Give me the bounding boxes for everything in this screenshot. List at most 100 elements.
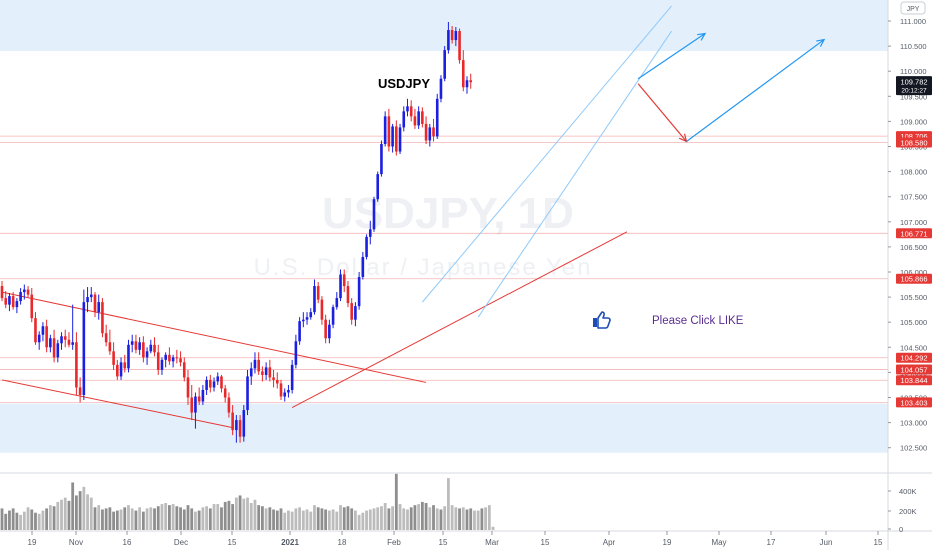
annotations-layer: USDJPY Please Click LIKE [378, 76, 744, 329]
volume-bar [115, 510, 119, 530]
volume-bar [78, 491, 82, 530]
volume-bar [175, 506, 179, 530]
price-tick-label: 102.500 [900, 444, 927, 453]
candle-body [320, 299, 324, 320]
volume-bar [205, 506, 208, 530]
level-label: 104.057 [900, 366, 927, 375]
candle-body [365, 236, 368, 257]
volume-bar [402, 508, 406, 530]
candle-body [398, 127, 402, 152]
candle-body [461, 60, 465, 88]
volume-bar [461, 507, 465, 530]
candle-body [313, 286, 316, 313]
candle-body [142, 342, 145, 358]
volume-bar [101, 509, 104, 530]
time-tick-label: Mar [485, 538, 499, 547]
level-label: 105.866 [900, 275, 927, 284]
candle-body [97, 302, 101, 313]
volume-bar [476, 510, 480, 530]
volume-bar [465, 509, 469, 530]
currency-badge-box [900, 1, 926, 15]
candle-body [171, 357, 175, 362]
volume-bar [208, 508, 212, 530]
price-tick-label: 109.500 [900, 92, 927, 101]
volume-bar [227, 500, 231, 530]
zone-band [0, 0, 888, 52]
candle-body [283, 392, 287, 397]
projection-segment [686, 39, 825, 142]
volume-bar [253, 499, 257, 530]
volume-bar [75, 495, 78, 530]
volume-bar [134, 510, 138, 530]
candle-body [145, 351, 149, 358]
volume-bar [361, 512, 365, 530]
candle-body [447, 30, 450, 51]
volume-bar [257, 505, 261, 530]
level-label-box [896, 137, 932, 148]
volume-bar [212, 504, 216, 530]
level-label-box [896, 273, 932, 284]
candle-body [421, 111, 424, 124]
candle-body [432, 127, 435, 137]
candle-body [354, 306, 357, 320]
volume-bar [119, 509, 123, 530]
candle-body [82, 302, 86, 395]
candle-body [253, 359, 257, 369]
time-tick-label: Nov [69, 538, 83, 547]
candle-body [93, 294, 97, 313]
volume-bar [11, 508, 15, 530]
candle-body [220, 376, 223, 389]
volume-bar [350, 508, 354, 530]
candle-body [134, 341, 138, 350]
volume-bar [26, 507, 30, 530]
volume-bar [406, 509, 409, 530]
candle-body [216, 376, 220, 382]
candle-body [78, 387, 82, 395]
candle-body [383, 116, 387, 144]
candle-body [153, 344, 156, 353]
price-tick-label: 105.500 [900, 293, 927, 302]
volume-bar [261, 506, 264, 530]
watermark-symbol: USDJPY, 1D [322, 189, 574, 238]
chart-title-annotation: USDJPY [378, 76, 430, 91]
volume-bar [242, 498, 246, 530]
volume-bar [283, 512, 287, 530]
time-tick-label: 15 [874, 538, 883, 547]
level-label-box [896, 364, 932, 375]
candle-body [279, 383, 283, 397]
volume-bar [190, 508, 194, 530]
volume-bar [491, 526, 495, 530]
volume-bar [168, 505, 171, 530]
candle-body [443, 50, 446, 79]
watermark-name: U.S. Dollar / Japanese Yen [254, 254, 593, 281]
volume-bar [480, 508, 484, 530]
volume-bar [264, 508, 268, 530]
arrow-head [697, 32, 707, 41]
candle-body [331, 307, 335, 325]
candle-body [294, 341, 298, 365]
candle-body [164, 354, 167, 360]
candle-body [368, 229, 372, 237]
volume-bar [60, 499, 63, 530]
volume-bar [223, 501, 227, 530]
volume-bar [93, 507, 97, 530]
candle-body [52, 338, 56, 358]
time-tick-label: Jun [820, 538, 833, 547]
thumbs-up-icon[interactable] [593, 311, 611, 329]
candle-body [26, 289, 30, 295]
candle-body [305, 317, 309, 320]
volume-bar [331, 509, 335, 530]
volume-bar [238, 495, 242, 530]
candle-body [249, 368, 253, 377]
candle-body [119, 362, 123, 377]
candle-body [335, 298, 339, 308]
candle-body [75, 342, 78, 388]
candle-body [268, 367, 272, 378]
candle-body [0, 286, 4, 299]
volume-bar [37, 513, 41, 530]
volume-bar [34, 512, 37, 530]
volume-bar [327, 510, 331, 530]
